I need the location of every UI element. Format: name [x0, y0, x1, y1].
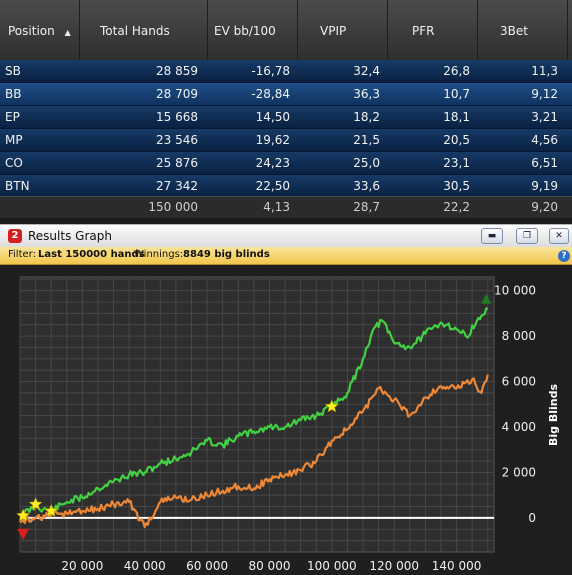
cell-pfr: 10,7 — [443, 87, 470, 101]
cell-ev: -16,78 — [251, 64, 290, 78]
cell-3bet: 3,21 — [531, 110, 558, 124]
cell-3bet: 6,51 — [531, 156, 558, 170]
window-title: Results Graph — [28, 229, 112, 243]
table-row[interactable]: SB 28 859 -16,78 32,4 26,8 11,3 — [0, 60, 572, 83]
cell-position: CO — [5, 156, 23, 170]
minimize-button[interactable]: ▬ — [481, 228, 503, 244]
x-tick-label: 60 000 — [186, 559, 228, 573]
star-marker — [324, 399, 339, 413]
stats-table: Position ▲ Total Hands EV bb/100 VPIP PF… — [0, 0, 572, 218]
total-pfr: 22,2 — [443, 200, 470, 214]
chart-markers — [16, 293, 492, 540]
cell-vpip: 21,5 — [353, 133, 380, 147]
restore-button[interactable]: ❐ — [516, 228, 538, 244]
table-row[interactable]: BTN 27 342 22,50 33,6 30,5 9,19 — [0, 175, 572, 198]
cell-position: BB — [5, 87, 22, 101]
table-row[interactable]: BB 28 709 -28,84 36,3 10,7 9,12 — [0, 83, 572, 106]
column-header-vpip[interactable]: VPIP — [298, 0, 388, 60]
help-icon[interactable]: ? — [558, 250, 570, 262]
x-tick-label: 100 000 — [307, 559, 357, 573]
cell-ev: -28,84 — [251, 87, 290, 101]
sort-ascending-icon: ▲ — [64, 28, 71, 37]
x-tick-label: 40 000 — [124, 559, 166, 573]
column-header-position[interactable]: Position ▲ — [0, 0, 80, 60]
y-tick-label: 2 000 — [502, 465, 536, 479]
window-titlebar[interactable]: 2 Results Graph ▬ ❐ ✕ — [0, 225, 572, 247]
results-chart: 20 000 40 000 60 000 80 000 100 000 120 000 14… — [16, 276, 560, 573]
column-header-total-hands[interactable]: Total Hands — [80, 0, 208, 60]
cell-vpip: 18,2 — [353, 110, 380, 124]
cell-pfr: 30,5 — [443, 179, 470, 193]
cell-3bet: 11,3 — [531, 64, 558, 78]
cell-total-hands: 28 859 — [156, 64, 198, 78]
cell-3bet: 9,12 — [531, 87, 558, 101]
cell-vpip: 36,3 — [353, 87, 380, 101]
filter-bar: Filter: Last 150000 hands Winnings: 8849… — [0, 247, 572, 265]
star-marker — [44, 503, 59, 517]
total-hands: 150 000 — [148, 200, 198, 214]
end-marker — [481, 293, 492, 304]
app-logo-icon: 2 — [8, 229, 22, 243]
cell-3bet: 9,19 — [531, 179, 558, 193]
x-tick-label: 140 000 — [432, 559, 482, 573]
star-marker — [16, 508, 31, 522]
cell-vpip: 33,6 — [353, 179, 380, 193]
totals-row: 150 000 4,13 28,7 22,2 9,20 — [0, 196, 572, 218]
cell-position: BTN — [5, 179, 30, 193]
winnings-value: 8849 big blinds — [183, 249, 270, 260]
cell-total-hands: 27 342 — [156, 179, 198, 193]
cell-3bet: 4,56 — [531, 133, 558, 147]
close-button[interactable]: ✕ — [549, 228, 569, 244]
table-header: Position ▲ Total Hands EV bb/100 VPIP PF… — [0, 0, 572, 60]
y-tick-label: 4 000 — [502, 420, 536, 434]
total-ev: 4,13 — [263, 200, 290, 214]
cell-pfr: 20,5 — [443, 133, 470, 147]
cell-ev: 22,50 — [255, 179, 290, 193]
cell-total-hands: 25 876 — [156, 156, 198, 170]
x-tick-label: 20 000 — [61, 559, 103, 573]
column-header-label: Position — [8, 24, 55, 38]
cell-vpip: 32,4 — [353, 64, 380, 78]
total-vpip: 28,7 — [353, 200, 380, 214]
ev-line — [19, 374, 489, 529]
cell-ev: 19,62 — [255, 133, 290, 147]
winnings-label: Winnings: — [134, 249, 184, 260]
y-axis-label: Big Blinds — [547, 384, 560, 446]
cell-pfr: 26,8 — [443, 64, 470, 78]
x-tick-label: 120 000 — [369, 559, 419, 573]
cell-ev: 14,50 — [255, 110, 290, 124]
start-marker — [17, 528, 30, 540]
cell-ev: 24,23 — [255, 156, 290, 170]
winnings-line — [19, 307, 489, 518]
y-tick-label: 10 000 — [494, 284, 536, 298]
column-header-ev[interactable]: EV bb/100 — [208, 0, 298, 60]
x-tick-label: 80 000 — [248, 559, 290, 573]
table-row[interactable]: MP 23 546 19,62 21,5 20,5 4,56 — [0, 129, 572, 152]
star-marker — [28, 497, 43, 511]
column-header-3bet[interactable]: 3Bet — [478, 0, 568, 60]
cell-total-hands: 23 546 — [156, 133, 198, 147]
chart-series-layer — [19, 307, 489, 529]
results-graph-window: 2 Results Graph ▬ ❐ ✕ Filter: Last 15000… — [0, 224, 572, 575]
chart-tick-labels: 20 000 40 000 60 000 80 000 100 000 120 000 14… — [61, 284, 536, 573]
y-tick-label: 8 000 — [502, 329, 536, 343]
cell-position: MP — [5, 133, 23, 147]
total-3bet: 9,20 — [531, 200, 558, 214]
cell-vpip: 25,0 — [353, 156, 380, 170]
filter-label: Filter: — [8, 249, 36, 260]
cell-total-hands: 15 668 — [156, 110, 198, 124]
cell-total-hands: 28 709 — [156, 87, 198, 101]
cell-pfr: 18,1 — [443, 110, 470, 124]
column-header-pfr[interactable]: PFR — [388, 0, 478, 60]
filter-value[interactable]: Last 150000 hands — [38, 249, 145, 260]
y-tick-label: 6 000 — [502, 375, 536, 389]
cell-pfr: 23,1 — [443, 156, 470, 170]
table-row[interactable]: EP 15 668 14,50 18,2 18,1 3,21 — [0, 106, 572, 129]
table-row[interactable]: CO 25 876 24,23 25,0 23,1 6,51 — [0, 152, 572, 175]
cell-position: EP — [5, 110, 20, 124]
cell-position: SB — [5, 64, 21, 78]
y-tick-label: 0 — [528, 511, 536, 525]
